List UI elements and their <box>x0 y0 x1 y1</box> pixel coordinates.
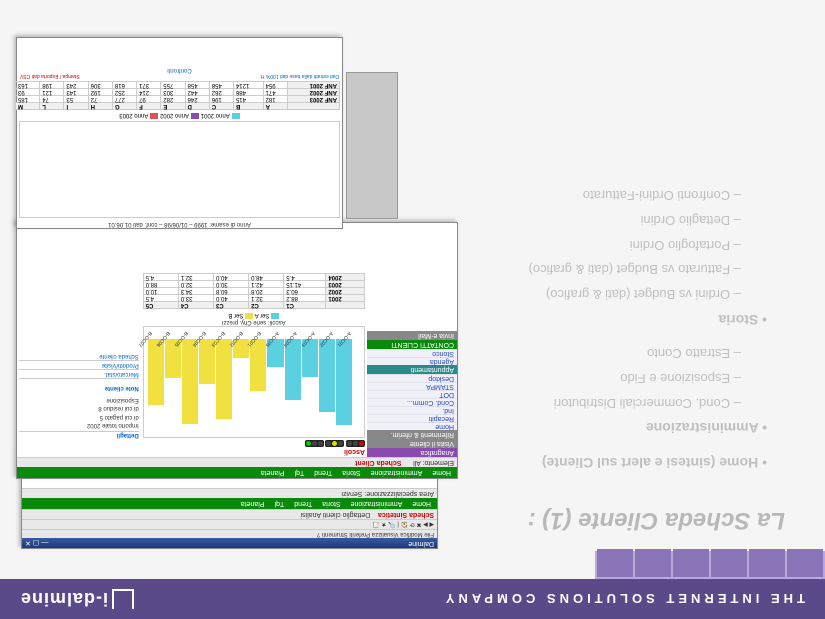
sidebar-placeholder <box>346 72 398 219</box>
logo-mark <box>112 589 134 609</box>
side-item[interactable]: Home <box>367 422 457 430</box>
content-title: Ascoli <box>19 448 365 455</box>
bullet-item: StoriaOrdini vs Budget (dati & grafico)F… <box>445 183 767 333</box>
header-band: THE INTERNET SOLUTIONS COMPANY i-dalmine <box>0 579 825 619</box>
chart-bar <box>148 339 164 405</box>
nav-item[interactable]: Trend <box>291 500 315 507</box>
tab-row[interactable]: Elemento: All Scheda Client <box>17 457 457 467</box>
nav-item[interactable]: Amministrazione <box>348 500 406 507</box>
side-item[interactable]: Recapiti <box>367 414 457 422</box>
tab-active[interactable]: Scheda Client <box>355 459 401 466</box>
page-title: La Scheda Cliente (1) : <box>528 506 785 534</box>
chart-title: Ascoli: serie Chy. prezzi <box>143 319 365 325</box>
bullet-item: AmministrazioneCond. Commerciali Distrib… <box>445 341 767 442</box>
nav-item[interactable]: Amministrazione <box>368 469 426 476</box>
chart-bar <box>319 339 335 412</box>
side-menu[interactable]: Anagrafica Visita il cliente Riferimenti… <box>367 235 457 457</box>
note-items: Importo totale 2002di cui pagato 5di cui… <box>19 395 139 432</box>
breadcrumb: Area specializzazione: Servizi <box>22 488 437 498</box>
screenshot-chart-window: Anno di esame: 1999 – 01/06/98 – conf. d… <box>16 37 343 229</box>
window-titlebar: Dalmine — ▢ ✕ <box>22 538 437 548</box>
chart-bar <box>285 339 301 400</box>
window-menubar[interactable]: File Modifica Visualizza Preferiti Strum… <box>22 529 437 538</box>
note-title: Note cliente <box>19 385 139 391</box>
detail-section[interactable]: Mercato/stat. <box>19 370 139 379</box>
note-line: di cui residuo 8 <box>19 404 139 412</box>
side-section[interactable]: Appuntamenti <box>367 365 457 374</box>
nav-bar[interactable]: HomeAmministrazione Storia TrendTql Pianeta <box>17 467 457 478</box>
window-toolbar[interactable]: ◀ ▶ ✖ ⟳ 🏠 | 🔍 ★ 📋 <box>22 519 437 529</box>
tab-row[interactable]: Scheda Sintetica Dettaglio clienti Anali… <box>22 509 437 519</box>
chart-bar <box>216 339 232 419</box>
table-footnote: Dati estratti dalla base dati 100% H. <box>260 73 340 79</box>
note-line: di cui pagato 5 <box>19 412 139 420</box>
screenshot-mid-window: HomeAmministrazioneStoriaTrendTqlPianeta… <box>16 222 458 479</box>
bullet-subitem: Dettaglio Ordini <box>445 207 741 232</box>
data-table: ABCDEFGHILMANF 2003182415196246282972777… <box>15 81 340 110</box>
side-section[interactable]: Invia e-Mail <box>367 331 457 340</box>
chart-bar <box>336 339 352 425</box>
side-section[interactable]: Riferimenti & riferim. <box>367 430 457 439</box>
filter-label: Elemento: All <box>413 459 454 466</box>
bullet-subitem: Esposizione e Fido <box>445 365 741 390</box>
bullet-subitem: Estratto Conto <box>445 341 741 366</box>
nav-item[interactable]: Pianeta <box>238 500 268 507</box>
nav-item[interactable]: Home <box>409 500 434 507</box>
bullet-subitem: Confronti Ordini-Fatturato <box>445 183 741 208</box>
tagline: THE INTERNET SOLUTIONS COMPANY <box>442 592 805 607</box>
decorative-band <box>595 551 825 579</box>
nav-item[interactable]: Storia <box>319 500 343 507</box>
tab-active[interactable]: Scheda Sintetica <box>378 511 434 518</box>
nav-item[interactable]: Home <box>429 469 454 476</box>
traffic-light <box>325 440 344 447</box>
bullet-subitem: Fatturato vs Budget (dati & grafico) <box>445 257 741 282</box>
traffic-light <box>346 440 365 447</box>
tab-other[interactable]: Dettaglio clienti Analisi <box>301 511 371 518</box>
bullet-subitem: Portafoglio Ordini <box>445 232 741 257</box>
side-item[interactable]: DOT <box>367 390 457 398</box>
detail-section[interactable]: Prodotti/Visite <box>19 361 139 370</box>
window-controls[interactable]: — ▢ ✕ <box>25 539 48 547</box>
nav-bar[interactable]: HomeAmministrazione Storia TrendTql Pianeta <box>22 498 437 509</box>
side-item[interactable]: Storico <box>367 349 457 357</box>
chart-legend: Anno 2001 Anno 2002 Anno 2003 <box>17 112 342 119</box>
nav-item[interactable]: Storia <box>339 469 363 476</box>
side-item[interactable]: Cond. Comm... <box>367 398 457 406</box>
bullet-list: Home (sintesi e alert sul Cliente) Ammini… <box>445 183 785 484</box>
chart-title: Anno di esame: 1999 – 01/06/98 – conf. d… <box>17 220 342 228</box>
detail-section[interactable]: Scheda cliente <box>19 352 139 361</box>
nav-item[interactable]: Trend <box>311 469 335 476</box>
side-item[interactable]: STAMPA <box>367 382 457 390</box>
logo: i-dalmine <box>20 589 134 610</box>
traffic-light <box>305 440 324 447</box>
nav-item[interactable]: Pianeta <box>258 469 288 476</box>
data-table: C1C2C3C4C5200188.232.140.033.04.5200260.… <box>143 273 365 309</box>
chart-yearly <box>19 121 340 218</box>
chart-legend: Ser A Ser B <box>143 312 365 319</box>
chart-bar <box>250 339 266 391</box>
bullet-subitem: Cond. Commerciali Distributori <box>445 390 741 415</box>
side-section[interactable]: Visita il cliente <box>367 439 457 448</box>
side-section[interactable]: CONTATTI CLIENTI <box>367 340 457 349</box>
note-line: Esposizione <box>19 395 139 403</box>
logo-text: i-dalmine <box>20 589 108 610</box>
detail-header: Dettagli <box>19 432 139 438</box>
side-section[interactable]: Anagrafica <box>367 448 457 457</box>
bullet-item: Home (sintesi e alert sul Cliente) <box>445 449 767 476</box>
side-item[interactable]: Desktop <box>367 374 457 382</box>
window-title: Dalmine <box>408 539 434 547</box>
bullet-subitem: Ordini vs Budget (dati & grafico) <box>445 281 741 306</box>
side-item[interactable]: Agenda <box>367 357 457 365</box>
note-line: Importo totale 2002 <box>19 421 139 429</box>
chart-mid: A-OC01A-OC02A-OC03A-OC04A-OC05B-OC01B-OC… <box>143 326 365 438</box>
side-item[interactable]: Ind. <box>367 406 457 414</box>
table-footnote[interactable]: Stampa / Esporta dati CSV <box>20 73 80 79</box>
nav-item[interactable]: Tql <box>272 500 288 507</box>
traffic-lights <box>19 439 365 447</box>
nav-item[interactable]: Tql <box>292 469 308 476</box>
chart-bar <box>182 339 198 424</box>
